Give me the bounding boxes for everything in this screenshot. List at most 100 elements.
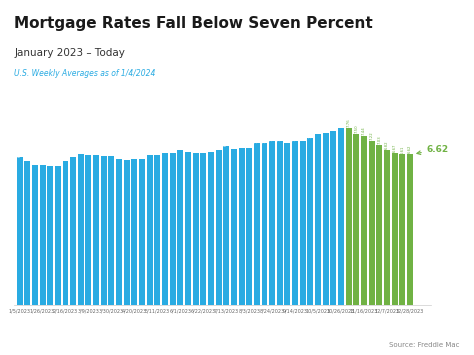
Text: 7.57: 7.57 — [324, 123, 328, 132]
Text: 6.82: 6.82 — [385, 140, 389, 149]
Text: 7.18: 7.18 — [293, 132, 297, 141]
Bar — [284, 143, 291, 305]
Text: 6.48: 6.48 — [18, 148, 22, 157]
Text: Source: Freddie Mac: Source: Freddie Mac — [389, 342, 460, 348]
Text: 6.67: 6.67 — [392, 144, 397, 152]
Bar — [277, 141, 283, 305]
Text: 6.12: 6.12 — [48, 156, 52, 165]
Text: 6.43: 6.43 — [140, 149, 144, 158]
Bar — [155, 155, 160, 305]
Bar — [124, 160, 130, 305]
Text: 6.62: 6.62 — [408, 145, 412, 153]
Bar — [32, 165, 38, 305]
Text: 6.13: 6.13 — [41, 156, 45, 164]
Bar — [201, 153, 206, 305]
Bar — [101, 156, 107, 305]
Bar — [177, 151, 183, 305]
Text: 6.15: 6.15 — [33, 155, 37, 164]
Text: 6.61: 6.61 — [400, 145, 404, 153]
Bar — [17, 157, 23, 305]
Text: 6.12: 6.12 — [56, 156, 60, 165]
Text: 6.81: 6.81 — [217, 140, 220, 149]
Text: 7.09: 7.09 — [263, 134, 266, 143]
Text: 6.33: 6.33 — [25, 151, 29, 160]
Bar — [39, 165, 46, 305]
Text: 6.60: 6.60 — [94, 145, 98, 154]
Bar — [407, 154, 413, 305]
Bar — [376, 145, 382, 305]
Bar — [246, 148, 252, 305]
Bar — [109, 156, 114, 305]
Text: 6.71: 6.71 — [209, 143, 213, 151]
Bar — [223, 147, 229, 305]
Text: 7.22: 7.22 — [370, 131, 374, 140]
Bar — [315, 134, 321, 305]
Text: 6.32: 6.32 — [64, 152, 67, 160]
Bar — [85, 155, 91, 305]
Bar — [162, 153, 168, 305]
Text: U.S. Weekly Averages as of 1/4/2024: U.S. Weekly Averages as of 1/4/2024 — [14, 69, 155, 78]
Bar — [308, 138, 313, 305]
Bar — [384, 150, 390, 305]
Text: 6.54: 6.54 — [102, 147, 106, 155]
Bar — [208, 152, 214, 305]
Text: 6.43: 6.43 — [132, 149, 137, 158]
Bar — [55, 166, 61, 305]
Text: 6.67: 6.67 — [193, 144, 198, 152]
Text: 7.76: 7.76 — [346, 119, 351, 127]
Text: 6.65: 6.65 — [79, 144, 83, 153]
Text: 7.12: 7.12 — [285, 133, 290, 142]
Text: 6.57: 6.57 — [148, 146, 152, 154]
Text: 7.18: 7.18 — [278, 132, 282, 141]
Bar — [269, 141, 275, 305]
Text: 6.50: 6.50 — [71, 148, 75, 156]
Bar — [300, 141, 306, 305]
Bar — [93, 155, 99, 305]
Text: 6.35: 6.35 — [125, 151, 129, 159]
Bar — [231, 149, 237, 305]
Bar — [338, 127, 344, 305]
Bar — [131, 159, 137, 305]
Bar — [369, 141, 374, 305]
Text: 6.69: 6.69 — [171, 143, 174, 152]
Bar — [330, 131, 337, 305]
Bar — [47, 166, 53, 305]
Text: 7.31: 7.31 — [309, 129, 312, 137]
Bar — [346, 128, 352, 305]
Bar — [353, 134, 359, 305]
Text: 6.62: 6.62 — [417, 145, 449, 154]
Bar — [262, 143, 267, 305]
Text: 7.09: 7.09 — [255, 134, 259, 143]
Text: 6.54: 6.54 — [109, 147, 113, 155]
Text: Mortgage Rates Fall Below Seven Percent: Mortgage Rates Fall Below Seven Percent — [14, 16, 373, 31]
Text: 7.18: 7.18 — [270, 132, 274, 141]
Bar — [78, 153, 84, 305]
Text: 7.79: 7.79 — [339, 118, 343, 127]
Bar — [192, 153, 199, 305]
Bar — [361, 136, 367, 305]
Bar — [24, 161, 30, 305]
Text: 6.43: 6.43 — [117, 149, 121, 158]
Text: 6.84: 6.84 — [232, 140, 236, 148]
Text: 6.79: 6.79 — [178, 141, 182, 149]
Bar — [147, 155, 153, 305]
Bar — [185, 152, 191, 305]
Text: 7.03: 7.03 — [377, 135, 381, 144]
Text: 6.67: 6.67 — [201, 144, 205, 152]
Bar — [254, 143, 260, 305]
Bar — [63, 161, 68, 305]
Text: 6.90: 6.90 — [247, 138, 251, 147]
Bar — [399, 154, 405, 305]
Bar — [323, 132, 328, 305]
Bar — [116, 159, 122, 305]
Bar — [238, 148, 245, 305]
Text: 7.49: 7.49 — [316, 125, 320, 133]
Text: 6.69: 6.69 — [163, 143, 167, 152]
Bar — [170, 153, 176, 305]
Bar — [70, 157, 76, 305]
Text: 6.71: 6.71 — [186, 143, 190, 151]
Text: 7.19: 7.19 — [301, 132, 305, 140]
Text: 7.63: 7.63 — [331, 122, 336, 130]
Bar — [392, 153, 398, 305]
Text: 6.57: 6.57 — [155, 146, 159, 154]
